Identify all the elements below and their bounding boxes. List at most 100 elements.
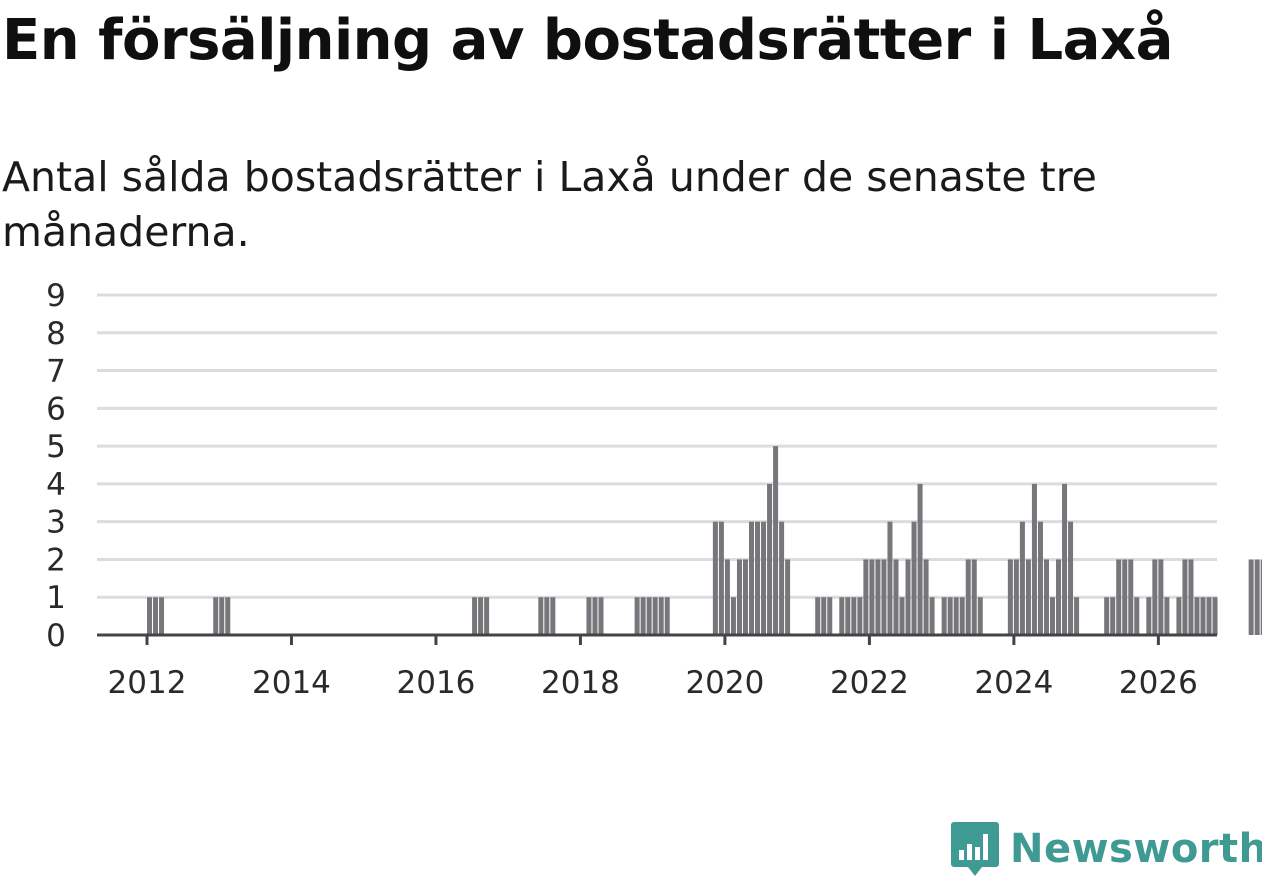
- bars: [147, 446, 1262, 635]
- bar: [544, 597, 550, 635]
- bar: [1122, 559, 1128, 635]
- bar: [1182, 559, 1188, 635]
- bar: [1206, 597, 1212, 635]
- bar: [1050, 597, 1055, 635]
- y-tick-label: 7: [46, 354, 66, 390]
- bar: [1043, 559, 1049, 635]
- newsworthy-logo: Newsworthy: [950, 818, 1262, 880]
- chart-title: En försäljning av bostadsrätter i Laxå: [2, 8, 1173, 73]
- bar: [977, 597, 983, 635]
- bar: [646, 597, 652, 635]
- x-tick-label: 2024: [974, 665, 1053, 701]
- bar: [147, 597, 152, 635]
- bar: [1104, 597, 1110, 635]
- bar: [730, 597, 736, 635]
- bar: [761, 521, 767, 635]
- bar: [1158, 559, 1164, 635]
- bar: [1116, 559, 1122, 635]
- bar: [941, 597, 947, 635]
- bar: [640, 597, 646, 635]
- bar: [815, 597, 821, 635]
- x-tick-label: 2022: [830, 665, 909, 701]
- bar: [869, 559, 875, 635]
- bar: [1031, 483, 1037, 635]
- bar: [598, 597, 604, 635]
- bar: [658, 597, 664, 635]
- bar: [664, 597, 670, 635]
- bar: [718, 521, 724, 635]
- bar: [1128, 559, 1134, 635]
- bar: [1260, 559, 1262, 635]
- bar: [652, 597, 658, 635]
- bar: [1248, 559, 1254, 635]
- brand-name: Newsworthy: [1010, 826, 1262, 872]
- bar: [1200, 597, 1206, 635]
- bar: [953, 597, 959, 635]
- x-tick-label: 2026: [1119, 665, 1198, 701]
- bar: [736, 559, 742, 635]
- x-tick-label: 2016: [397, 665, 476, 701]
- bar: [550, 597, 556, 635]
- bar: [1152, 559, 1158, 635]
- bar: [153, 597, 159, 635]
- bar: [839, 597, 845, 635]
- bar: [947, 597, 953, 635]
- bar: [821, 597, 827, 635]
- bar: [1074, 597, 1080, 635]
- bar: [1146, 597, 1152, 635]
- bar: [749, 521, 754, 635]
- bar: [851, 597, 857, 635]
- bar: [767, 483, 773, 635]
- bar: [773, 446, 779, 635]
- bar: [929, 597, 935, 635]
- x-tick-label: 2018: [541, 665, 620, 701]
- y-tick-label: 8: [46, 316, 66, 352]
- bar: [159, 597, 165, 635]
- bar: [917, 483, 923, 635]
- bar: [959, 597, 965, 635]
- bar: [1013, 559, 1019, 635]
- bar: [1254, 559, 1260, 635]
- bar: [1164, 597, 1170, 635]
- y-tick-label: 3: [46, 505, 66, 541]
- bar: [1007, 559, 1013, 635]
- bar: [712, 521, 718, 635]
- chart-subtitle: Antal sålda bostadsrätter i Laxå under d…: [2, 153, 1097, 256]
- bar: [1176, 597, 1182, 635]
- bar: [911, 521, 917, 635]
- x-tick-label: 2020: [685, 665, 764, 701]
- bar: [971, 559, 977, 635]
- bar: [893, 559, 899, 635]
- bar: [827, 597, 833, 635]
- y-tick-label: 4: [46, 467, 66, 503]
- bar: [213, 597, 219, 635]
- bar: [1056, 559, 1062, 635]
- bar: [634, 597, 640, 635]
- newsworthy-logo-icon: [951, 822, 999, 876]
- bar: [1019, 521, 1025, 635]
- bar: [724, 559, 730, 635]
- bar: [1068, 521, 1074, 635]
- y-tick-label: 5: [46, 429, 66, 465]
- bar: [484, 597, 490, 635]
- bar: [845, 597, 851, 635]
- bar: [478, 597, 484, 635]
- y-tick-label: 9: [46, 278, 66, 314]
- bar: [1025, 559, 1031, 635]
- bar: [755, 521, 761, 635]
- y-tick-label: 6: [46, 391, 66, 427]
- grid-lines: [97, 293, 1217, 599]
- bar: [586, 597, 592, 635]
- bar: [1188, 559, 1194, 635]
- bar: [875, 559, 881, 635]
- bar: [965, 559, 971, 635]
- bar: [887, 521, 893, 635]
- bar: [1037, 521, 1043, 635]
- y-tick-label: 2: [46, 542, 66, 578]
- bar: [785, 559, 791, 635]
- bar: [1062, 483, 1068, 635]
- bar: [1212, 597, 1218, 635]
- bar: [592, 597, 598, 635]
